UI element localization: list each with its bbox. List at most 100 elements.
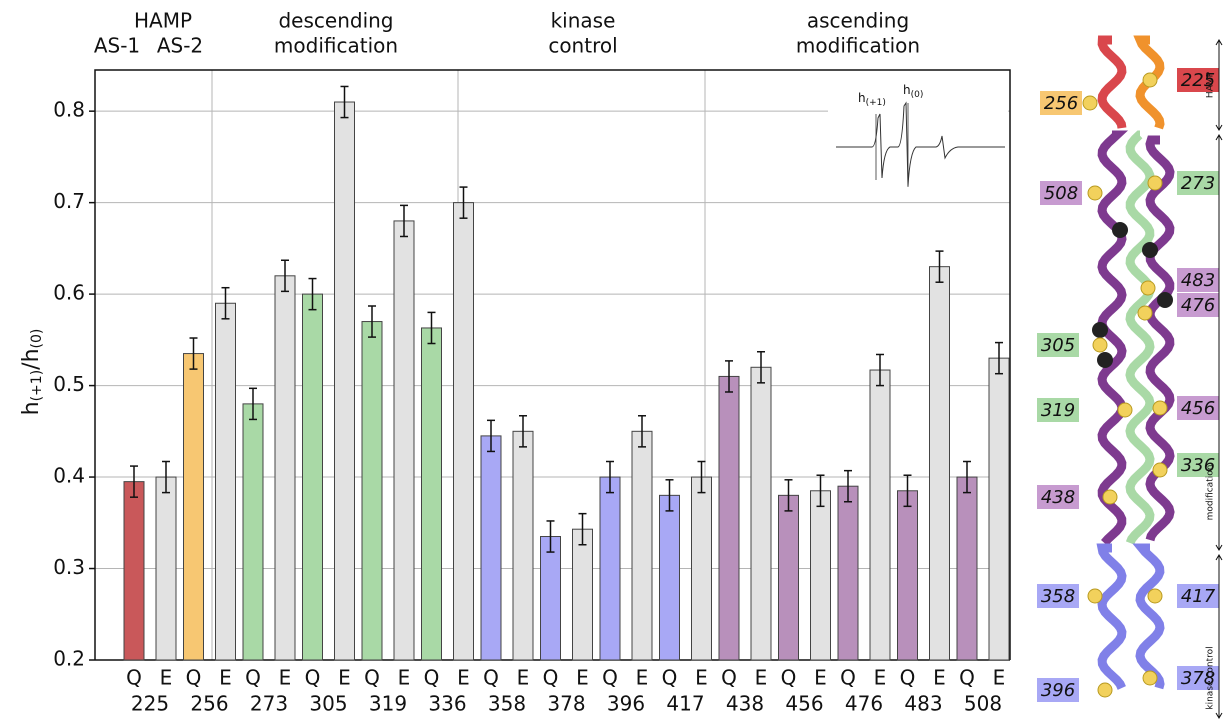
group-label: HAMP xyxy=(134,9,192,33)
bar xyxy=(600,477,620,660)
series-label: E xyxy=(160,666,173,690)
series-label: Q xyxy=(364,666,380,690)
bar xyxy=(573,529,593,660)
bar xyxy=(898,491,918,660)
bar xyxy=(719,376,739,660)
sphere xyxy=(1157,292,1173,308)
x-tick-label: 336 xyxy=(428,692,466,716)
series-label: Q xyxy=(126,666,142,690)
bar xyxy=(632,431,652,660)
y-tick-label: 0.7 xyxy=(53,189,85,213)
group-label: modification xyxy=(796,34,920,58)
residue-label: 508 xyxy=(1044,183,1078,204)
bar xyxy=(243,404,263,660)
residue-label: 256 xyxy=(1044,93,1078,114)
x-tick-label: 305 xyxy=(309,692,347,716)
sphere xyxy=(1083,96,1097,110)
residue-label: 319 xyxy=(1041,400,1075,421)
residue-label: 438 xyxy=(1041,487,1075,508)
y-label-part: (+1) xyxy=(29,370,45,402)
x-tick-label: 438 xyxy=(726,692,764,716)
sphere xyxy=(1148,176,1162,190)
residue-label: 396 xyxy=(1041,680,1075,701)
sphere xyxy=(1103,490,1117,504)
bar xyxy=(156,477,176,660)
sphere xyxy=(1088,186,1102,200)
series-label: Q xyxy=(721,666,737,690)
sphere xyxy=(1143,73,1157,87)
sphere xyxy=(1138,306,1152,320)
domain-label: modification xyxy=(1206,465,1216,521)
group-label: modification xyxy=(274,34,398,58)
residue-label: 483 xyxy=(1181,270,1215,291)
helix xyxy=(1102,548,1122,688)
y-label-part: (0) xyxy=(29,329,45,349)
bar xyxy=(513,431,533,660)
y-label-part: /h xyxy=(19,348,44,369)
x-tick-label: 417 xyxy=(666,692,704,716)
x-tick-label: 476 xyxy=(845,692,883,716)
group-label: ascending xyxy=(807,9,909,33)
sphere xyxy=(1112,222,1128,238)
x-tick-label: 256 xyxy=(190,692,228,716)
series-label: E xyxy=(279,666,292,690)
x-tick-label: 319 xyxy=(369,692,407,716)
bar xyxy=(838,486,858,660)
series-label: E xyxy=(457,666,470,690)
residue-label: 273 xyxy=(1181,173,1215,194)
series-label: Q xyxy=(602,666,618,690)
x-tick-label: 396 xyxy=(607,692,645,716)
y-tick-label: 0.5 xyxy=(53,372,85,396)
residue-label: 476 xyxy=(1181,295,1215,316)
series-label: Q xyxy=(900,666,916,690)
helix xyxy=(1140,548,1160,688)
inset-label-base: h xyxy=(903,83,911,97)
series-label: E xyxy=(636,666,649,690)
sphere xyxy=(1088,589,1102,603)
sphere xyxy=(1092,322,1108,338)
series-label: Q xyxy=(840,666,856,690)
series-label: E xyxy=(517,666,530,690)
series-label: Q xyxy=(483,666,499,690)
sphere xyxy=(1143,671,1157,685)
chart: 0.20.30.40.50.60.70.8h(+1)h(0)QQQQQQQQQQ… xyxy=(0,0,1227,724)
series-label: E xyxy=(219,666,232,690)
x-tick-label: 273 xyxy=(250,692,288,716)
bar xyxy=(422,328,442,660)
group-label: control xyxy=(548,34,617,58)
bar xyxy=(957,477,977,660)
residue-label: 456 xyxy=(1181,398,1215,419)
bar xyxy=(335,102,355,660)
bar xyxy=(454,203,474,660)
series-label: Q xyxy=(959,666,975,690)
bar xyxy=(751,367,771,660)
inset-label-sub: (+1) xyxy=(866,98,886,108)
group-label: AS-2 xyxy=(157,34,203,58)
residue-label: 358 xyxy=(1041,586,1075,607)
x-tick-label: 225 xyxy=(131,692,169,716)
series-label: Q xyxy=(543,666,559,690)
y-tick-label: 0.8 xyxy=(53,98,85,122)
domain-label: kinase control xyxy=(1206,646,1216,709)
bar xyxy=(275,276,295,660)
series-label: Q xyxy=(662,666,678,690)
bar xyxy=(303,294,323,660)
sphere xyxy=(1141,281,1155,295)
sphere xyxy=(1153,401,1167,415)
x-tick-label: 456 xyxy=(785,692,823,716)
sphere xyxy=(1118,403,1132,417)
bar xyxy=(394,221,414,660)
sphere xyxy=(1093,338,1107,352)
series-label: E xyxy=(398,666,411,690)
bar xyxy=(660,495,680,660)
y-axis-label: h(+1)/h(0) xyxy=(19,329,45,416)
series-label: Q xyxy=(186,666,202,690)
y-tick-label: 0.2 xyxy=(53,647,85,671)
bar xyxy=(811,491,831,660)
y-tick-label: 0.4 xyxy=(53,464,85,488)
inset-background xyxy=(828,84,1008,196)
bar xyxy=(184,354,204,660)
x-tick-label: 378 xyxy=(547,692,585,716)
residue-label: 417 xyxy=(1181,586,1216,607)
sphere xyxy=(1097,352,1113,368)
